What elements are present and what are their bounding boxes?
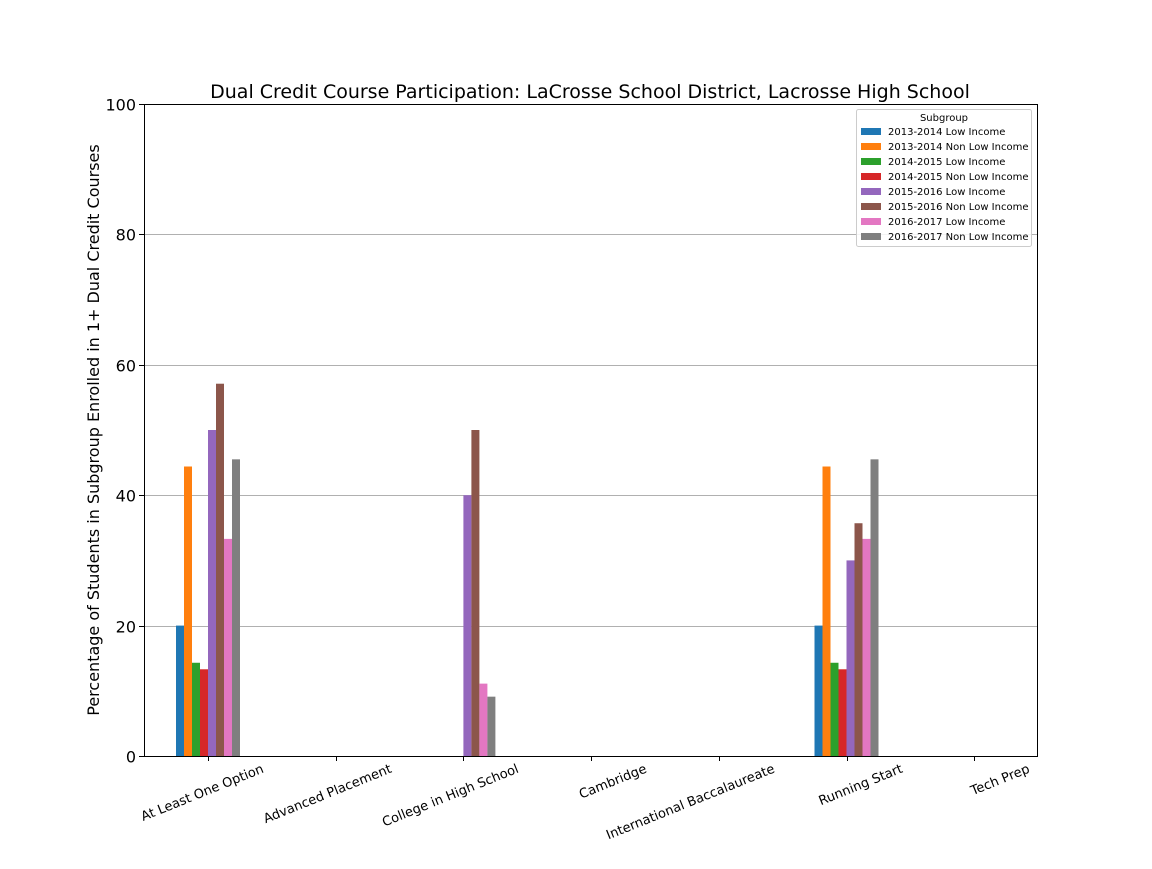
legend-box <box>856 109 1032 247</box>
bar <box>830 662 839 756</box>
bar <box>862 538 871 756</box>
legend-title: Subgroup <box>920 113 968 124</box>
bar <box>216 383 224 756</box>
bar <box>200 669 208 756</box>
bar <box>184 466 192 756</box>
legend-swatch <box>861 188 881 195</box>
bar <box>846 560 855 756</box>
chart-title: Dual Credit Course Participation: LaCros… <box>210 81 970 103</box>
x-tick-label: Tech Prep <box>968 762 1032 800</box>
legend-swatch <box>861 143 881 150</box>
gridlines <box>144 234 1037 627</box>
x-tick-label: Running Start <box>817 762 905 809</box>
legend-swatch <box>861 158 881 165</box>
x-tick-label: At Least One Option <box>139 762 266 825</box>
bar <box>479 683 488 756</box>
legend-swatch <box>861 218 881 225</box>
legend-label: 2014-2015 Non Low Income <box>888 172 1028 183</box>
y-tick-label: 20 <box>116 618 136 637</box>
y-tick-label: 40 <box>116 487 136 506</box>
y-tick-label: 80 <box>116 226 136 245</box>
bar <box>838 669 847 756</box>
x-tick-label: Advanced Placement <box>261 762 394 827</box>
bar <box>822 466 831 756</box>
bar <box>487 696 496 756</box>
legend-label: 2015-2016 Low Income <box>888 187 1005 198</box>
legend-label: 2014-2015 Low Income <box>888 157 1005 168</box>
y-tick-label: 100 <box>105 96 136 115</box>
bar <box>176 625 184 756</box>
legend-swatch <box>861 203 881 210</box>
legend-label: 2013-2014 Low Income <box>888 127 1005 138</box>
legend-swatch <box>861 173 881 180</box>
y-tick-label: 0 <box>126 748 136 767</box>
bar <box>208 430 216 756</box>
x-tick-label: College in High School <box>380 762 521 831</box>
bar <box>463 495 472 756</box>
bar <box>232 459 240 756</box>
bar <box>870 459 879 756</box>
legend-swatch <box>861 128 881 135</box>
legend-label: 2013-2014 Non Low Income <box>888 142 1028 153</box>
y-axis-ticks: 0 20 40 60 80 100 <box>105 96 144 767</box>
bar <box>224 538 232 756</box>
legend-label: 2015-2016 Non Low Income <box>888 202 1028 213</box>
y-axis-label: Percentage of Students in Subgroup Enrol… <box>84 144 103 715</box>
bar <box>814 625 823 756</box>
x-tick-label: Cambridge <box>577 762 649 803</box>
bar <box>854 523 863 756</box>
bar <box>471 430 480 756</box>
legend-label: 2016-2017 Low Income <box>888 217 1005 228</box>
bars <box>176 383 879 756</box>
legend-label: 2016-2017 Non Low Income <box>888 232 1028 243</box>
y-tick-label: 60 <box>116 357 136 376</box>
legend: Subgroup 2013-2014 Low Income 2013-2014 N… <box>856 109 1032 247</box>
bar <box>192 662 200 756</box>
legend-swatch <box>861 233 881 240</box>
